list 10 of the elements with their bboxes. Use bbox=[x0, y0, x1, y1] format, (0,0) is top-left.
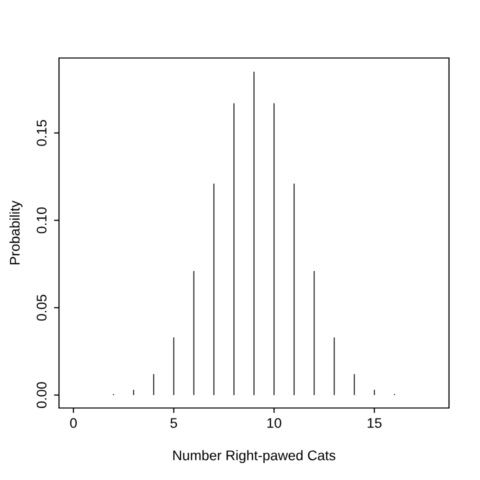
x-axis-title: Number Right-pawed Cats bbox=[173, 450, 336, 464]
y-axis-title: Probability bbox=[9, 200, 22, 264]
y-tick-label: 0.05 bbox=[36, 294, 47, 321]
x-tick-label: 15 bbox=[368, 418, 382, 428]
y-tick-label: 0.00 bbox=[36, 382, 47, 408]
x-tick-label: 5 bbox=[170, 418, 178, 428]
y-tick-label: 0.10 bbox=[36, 207, 47, 234]
x-tick-label: 0 bbox=[70, 418, 77, 428]
x-tick-label: 10 bbox=[267, 418, 282, 428]
y-tick-label: 0.15 bbox=[36, 120, 47, 146]
